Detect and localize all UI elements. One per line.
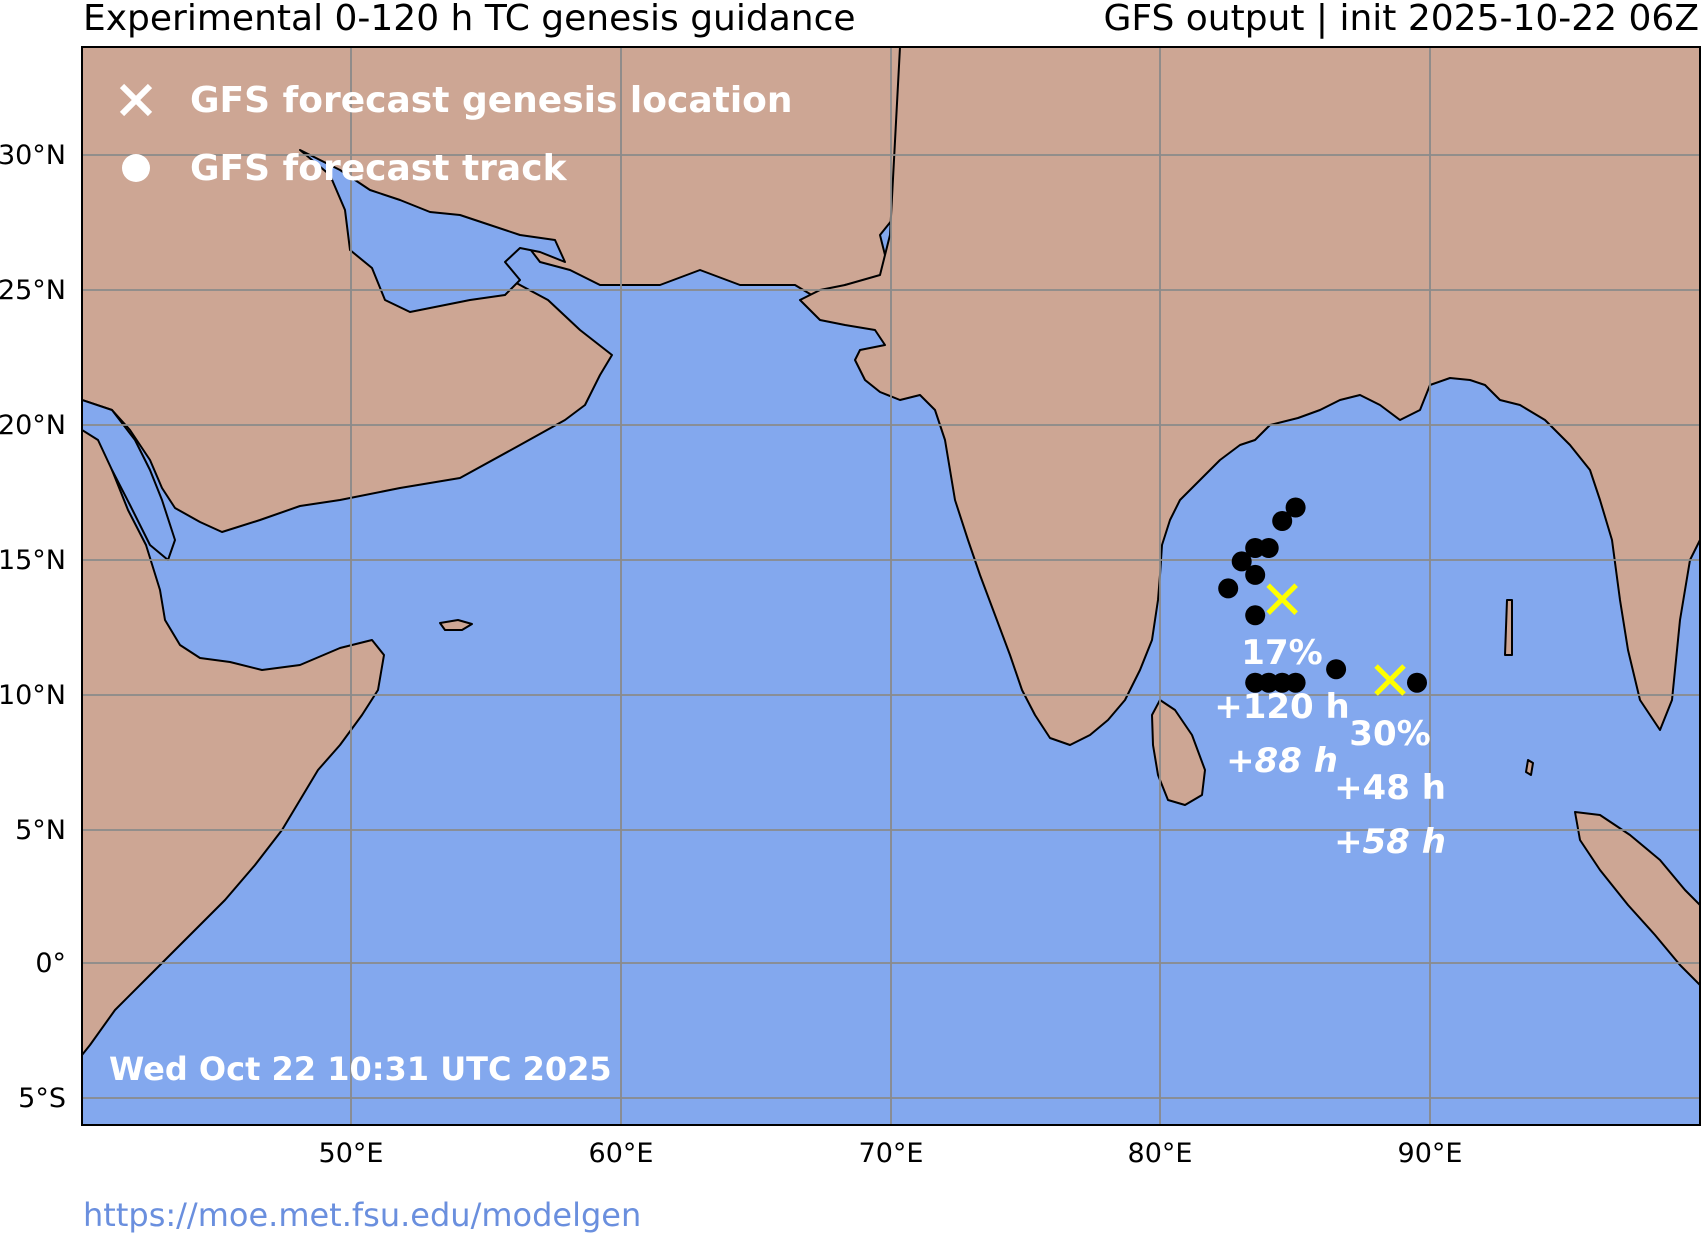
legend-genesis-label: GFS forecast genesis location [190,80,793,121]
persian-gulf [299,149,566,313]
land-sri-lanka [1151,699,1206,806]
system-1-alt-lead-time: +88 h [1226,741,1338,781]
track-point [1245,564,1266,585]
land-andaman [1504,599,1513,656]
model-init-title: GFS output | init 2025-10-22 06Z [1103,0,1699,39]
lat-tick-label: 15°N [0,545,66,576]
system-2-alt-lead-time: +58 h [1334,822,1446,862]
lat-tick-label: 30°N [0,140,66,171]
footer-url[interactable]: https://moe.met.fsu.edu/modelgen [83,1196,642,1234]
track-point [1231,551,1252,572]
gridlines [82,47,1700,1125]
system-1-lead-time: +120 h [1214,687,1350,727]
genesis-marker [1374,664,1406,696]
land-nicobar [1525,759,1534,776]
lon-tick-label: 70°E [859,1138,924,1169]
legend-dot-icon [122,154,150,182]
track-point [1218,578,1239,599]
land-socotra [439,619,473,631]
lon-tick-label: 60°E [589,1138,654,1169]
system-2-probability: 30% [1349,714,1430,754]
land-sumatra [1574,811,1700,986]
lon-tick-label: 50°E [319,1138,384,1169]
legend-track-label: GFS forecast track [190,148,568,189]
lon-tick-label: 90°E [1398,1138,1463,1169]
track-point [1326,659,1347,680]
genesis-markers [1266,583,1406,696]
track-point [1407,672,1427,693]
lat-tick-label: 25°N [0,275,66,306]
lat-tick-label: 5°S [18,1083,66,1114]
legend: GFS forecast genesis location GFS foreca… [119,80,793,189]
lat-tick-label: 0° [35,948,66,979]
figure-title: Experimental 0-120 h TC genesis guidance [83,0,856,39]
map-frame [81,46,1701,1126]
track-point [1285,672,1306,693]
timestamp: Wed Oct 22 10:31 UTC 2025 [109,1050,612,1088]
genesis-marker [1266,583,1298,615]
system-1-probability: 17% [1241,633,1322,673]
lat-tick-label: 5°N [15,815,66,846]
land-africa [82,414,385,1056]
lat-tick-label: 10°N [0,680,66,711]
legend-x-icon [119,83,153,117]
system-2-lead-time: +48 h [1334,768,1446,808]
lat-tick-label: 20°N [0,410,66,441]
track-point [1258,538,1279,558]
track-point [1272,511,1293,531]
forecast-tracks [1218,497,1427,693]
lon-tick-label: 80°E [1128,1138,1193,1169]
land-india [799,47,1700,746]
track-point [1285,497,1306,518]
track-point [1245,605,1266,626]
